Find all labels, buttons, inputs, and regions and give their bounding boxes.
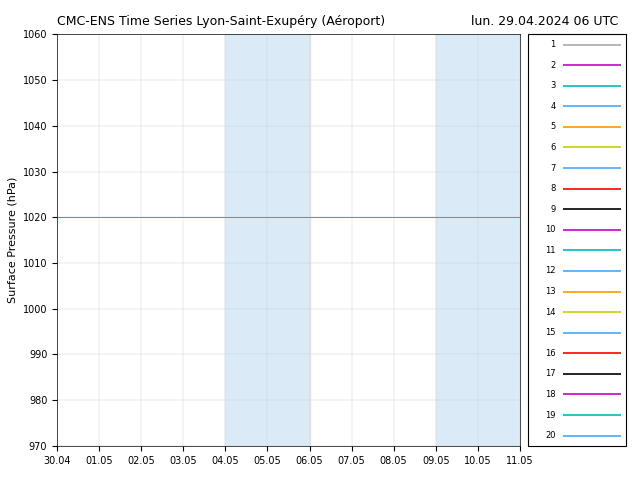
- Text: 16: 16: [545, 349, 555, 358]
- Text: 8: 8: [550, 184, 555, 193]
- Text: 7: 7: [550, 164, 555, 172]
- Text: 11: 11: [545, 246, 555, 255]
- Y-axis label: Surface Pressure (hPa): Surface Pressure (hPa): [7, 177, 17, 303]
- Text: 5: 5: [550, 122, 555, 131]
- FancyBboxPatch shape: [528, 34, 626, 446]
- Bar: [225, 34, 309, 446]
- Text: 4: 4: [550, 102, 555, 111]
- Text: 10: 10: [545, 225, 555, 234]
- Text: 12: 12: [545, 267, 555, 275]
- Text: 6: 6: [550, 143, 555, 152]
- Text: 17: 17: [545, 369, 555, 378]
- Text: 2: 2: [550, 61, 555, 70]
- Text: 18: 18: [545, 390, 555, 399]
- Text: 19: 19: [545, 411, 555, 419]
- Text: 15: 15: [545, 328, 555, 337]
- Text: lun. 29.04.2024 06 UTC: lun. 29.04.2024 06 UTC: [471, 15, 618, 28]
- Text: 20: 20: [545, 431, 555, 440]
- Text: CMC-ENS Time Series Lyon-Saint-Exupéry (Aéroport): CMC-ENS Time Series Lyon-Saint-Exupéry (…: [57, 15, 385, 28]
- Text: 9: 9: [550, 205, 555, 214]
- Text: 1: 1: [550, 40, 555, 49]
- Text: 14: 14: [545, 308, 555, 317]
- Text: 13: 13: [545, 287, 555, 296]
- Text: 3: 3: [550, 81, 555, 90]
- Bar: [436, 34, 520, 446]
